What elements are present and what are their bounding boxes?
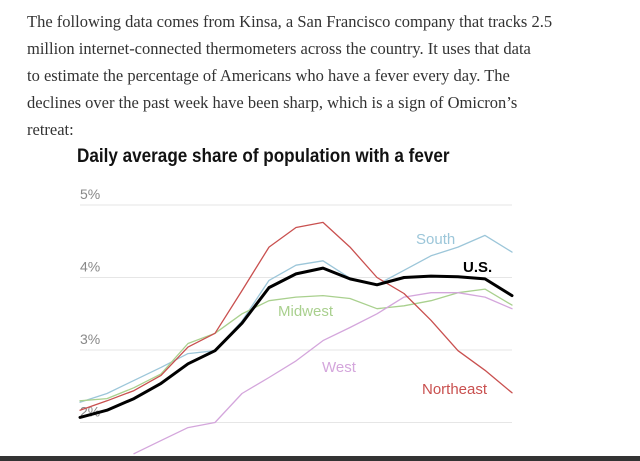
series-label-us: U.S. [463, 259, 492, 276]
paragraph-line: retreat: [27, 120, 74, 139]
paragraph-line: million internet-connected thermometers … [27, 39, 531, 58]
paragraph-line: The following data comes from Kinsa, a S… [27, 12, 553, 31]
series-label-west: West [322, 359, 357, 376]
series-line-west [133, 292, 513, 455]
series-line-midwest [79, 288, 513, 402]
series-label-northeast: Northeast [422, 381, 488, 398]
series-line-northeast [79, 221, 513, 411]
intro-paragraph: The following data comes from Kinsa, a S… [27, 8, 552, 143]
series-line-us [78, 266, 514, 419]
series-label-midwest: Midwest [278, 303, 334, 320]
paragraph-line: to estimate the percentage of Americans … [27, 66, 510, 85]
y-tick-label: 5% [80, 186, 100, 202]
chart-title: Daily average share of population with a… [77, 146, 450, 167]
y-tick-label: 4% [80, 259, 100, 275]
y-tick-label: 3% [80, 331, 100, 347]
series-label-south: South [416, 231, 455, 248]
paragraph-line: declines over the past week have been sh… [27, 93, 518, 112]
series-line-south [79, 234, 513, 403]
bottom-bar [0, 456, 640, 461]
